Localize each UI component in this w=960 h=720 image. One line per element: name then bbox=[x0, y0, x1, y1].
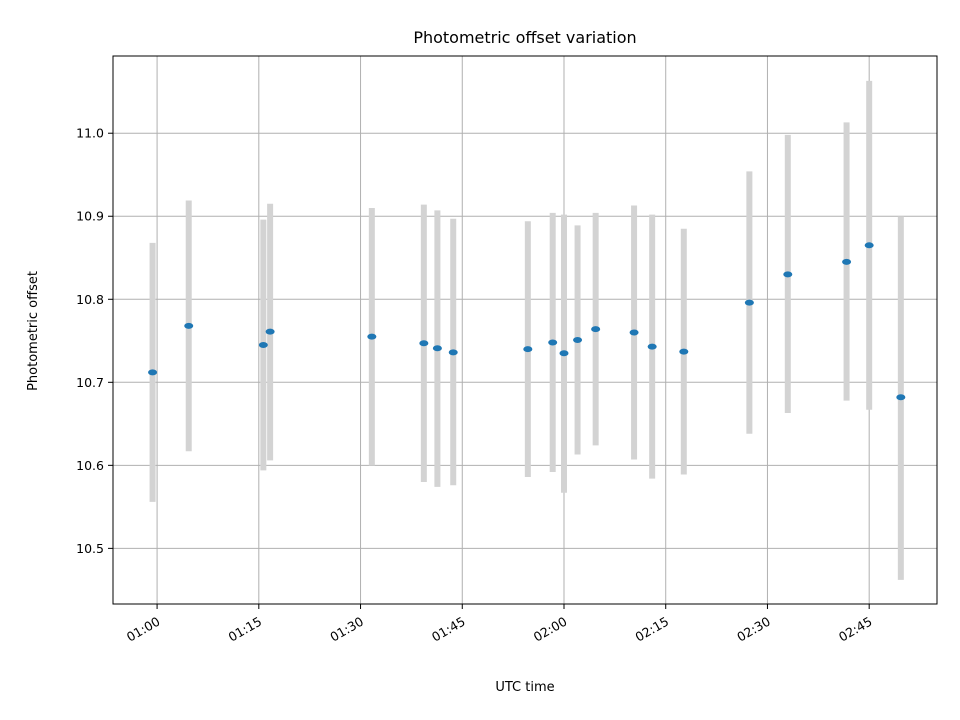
data-point bbox=[419, 340, 429, 347]
y-tick-label: 10.6 bbox=[76, 458, 104, 473]
data-point bbox=[842, 258, 852, 265]
y-axis-label: Photometric offset bbox=[26, 271, 41, 391]
x-tick-label: 02:00 bbox=[531, 614, 570, 645]
y-tick-label: 10.7 bbox=[76, 375, 104, 390]
x-tick-label: 02:30 bbox=[734, 614, 773, 645]
x-tick-label: 02:45 bbox=[836, 614, 875, 645]
data-point bbox=[864, 242, 874, 249]
data-point bbox=[548, 339, 558, 346]
data-point bbox=[744, 299, 754, 306]
x-tick-label: 01:30 bbox=[327, 614, 366, 645]
data-point bbox=[184, 322, 194, 329]
data-point bbox=[679, 348, 689, 355]
y-tick-label: 10.5 bbox=[76, 541, 104, 556]
data-point bbox=[448, 349, 458, 356]
data-point bbox=[559, 350, 569, 357]
data-point bbox=[367, 333, 377, 340]
data-point bbox=[591, 326, 601, 333]
data-point bbox=[432, 345, 442, 352]
x-tick-label: 01:00 bbox=[124, 614, 163, 645]
y-tick-label: 10.9 bbox=[76, 209, 104, 224]
data-points bbox=[148, 242, 906, 401]
data-point bbox=[258, 341, 268, 348]
data-point bbox=[523, 346, 533, 353]
data-point bbox=[783, 271, 793, 278]
y-tick-label: 10.8 bbox=[76, 292, 104, 307]
plot-frame bbox=[112, 55, 938, 605]
x-axis-ticks: 01:00 01:15 01:30 01:45 02:00 02:15 02:30 02:45 bbox=[124, 604, 875, 645]
data-point bbox=[629, 329, 639, 336]
y-tick-label: 11.0 bbox=[76, 126, 104, 141]
data-point bbox=[265, 328, 275, 335]
x-tick-label: 01:15 bbox=[226, 614, 265, 645]
data-point bbox=[896, 394, 906, 401]
x-tick-label: 02:15 bbox=[633, 614, 672, 645]
error-bars bbox=[149, 80, 904, 580]
x-tick-label: 01:45 bbox=[429, 614, 468, 645]
y-axis-ticks: 10.5 10.6 10.7 10.8 10.9 11.0 bbox=[76, 126, 113, 556]
data-point bbox=[647, 343, 657, 350]
data-point bbox=[148, 369, 158, 376]
x-axis-label: UTC time bbox=[495, 680, 554, 695]
chart-title: Photometric offset variation bbox=[413, 28, 636, 47]
data-point bbox=[573, 336, 583, 343]
